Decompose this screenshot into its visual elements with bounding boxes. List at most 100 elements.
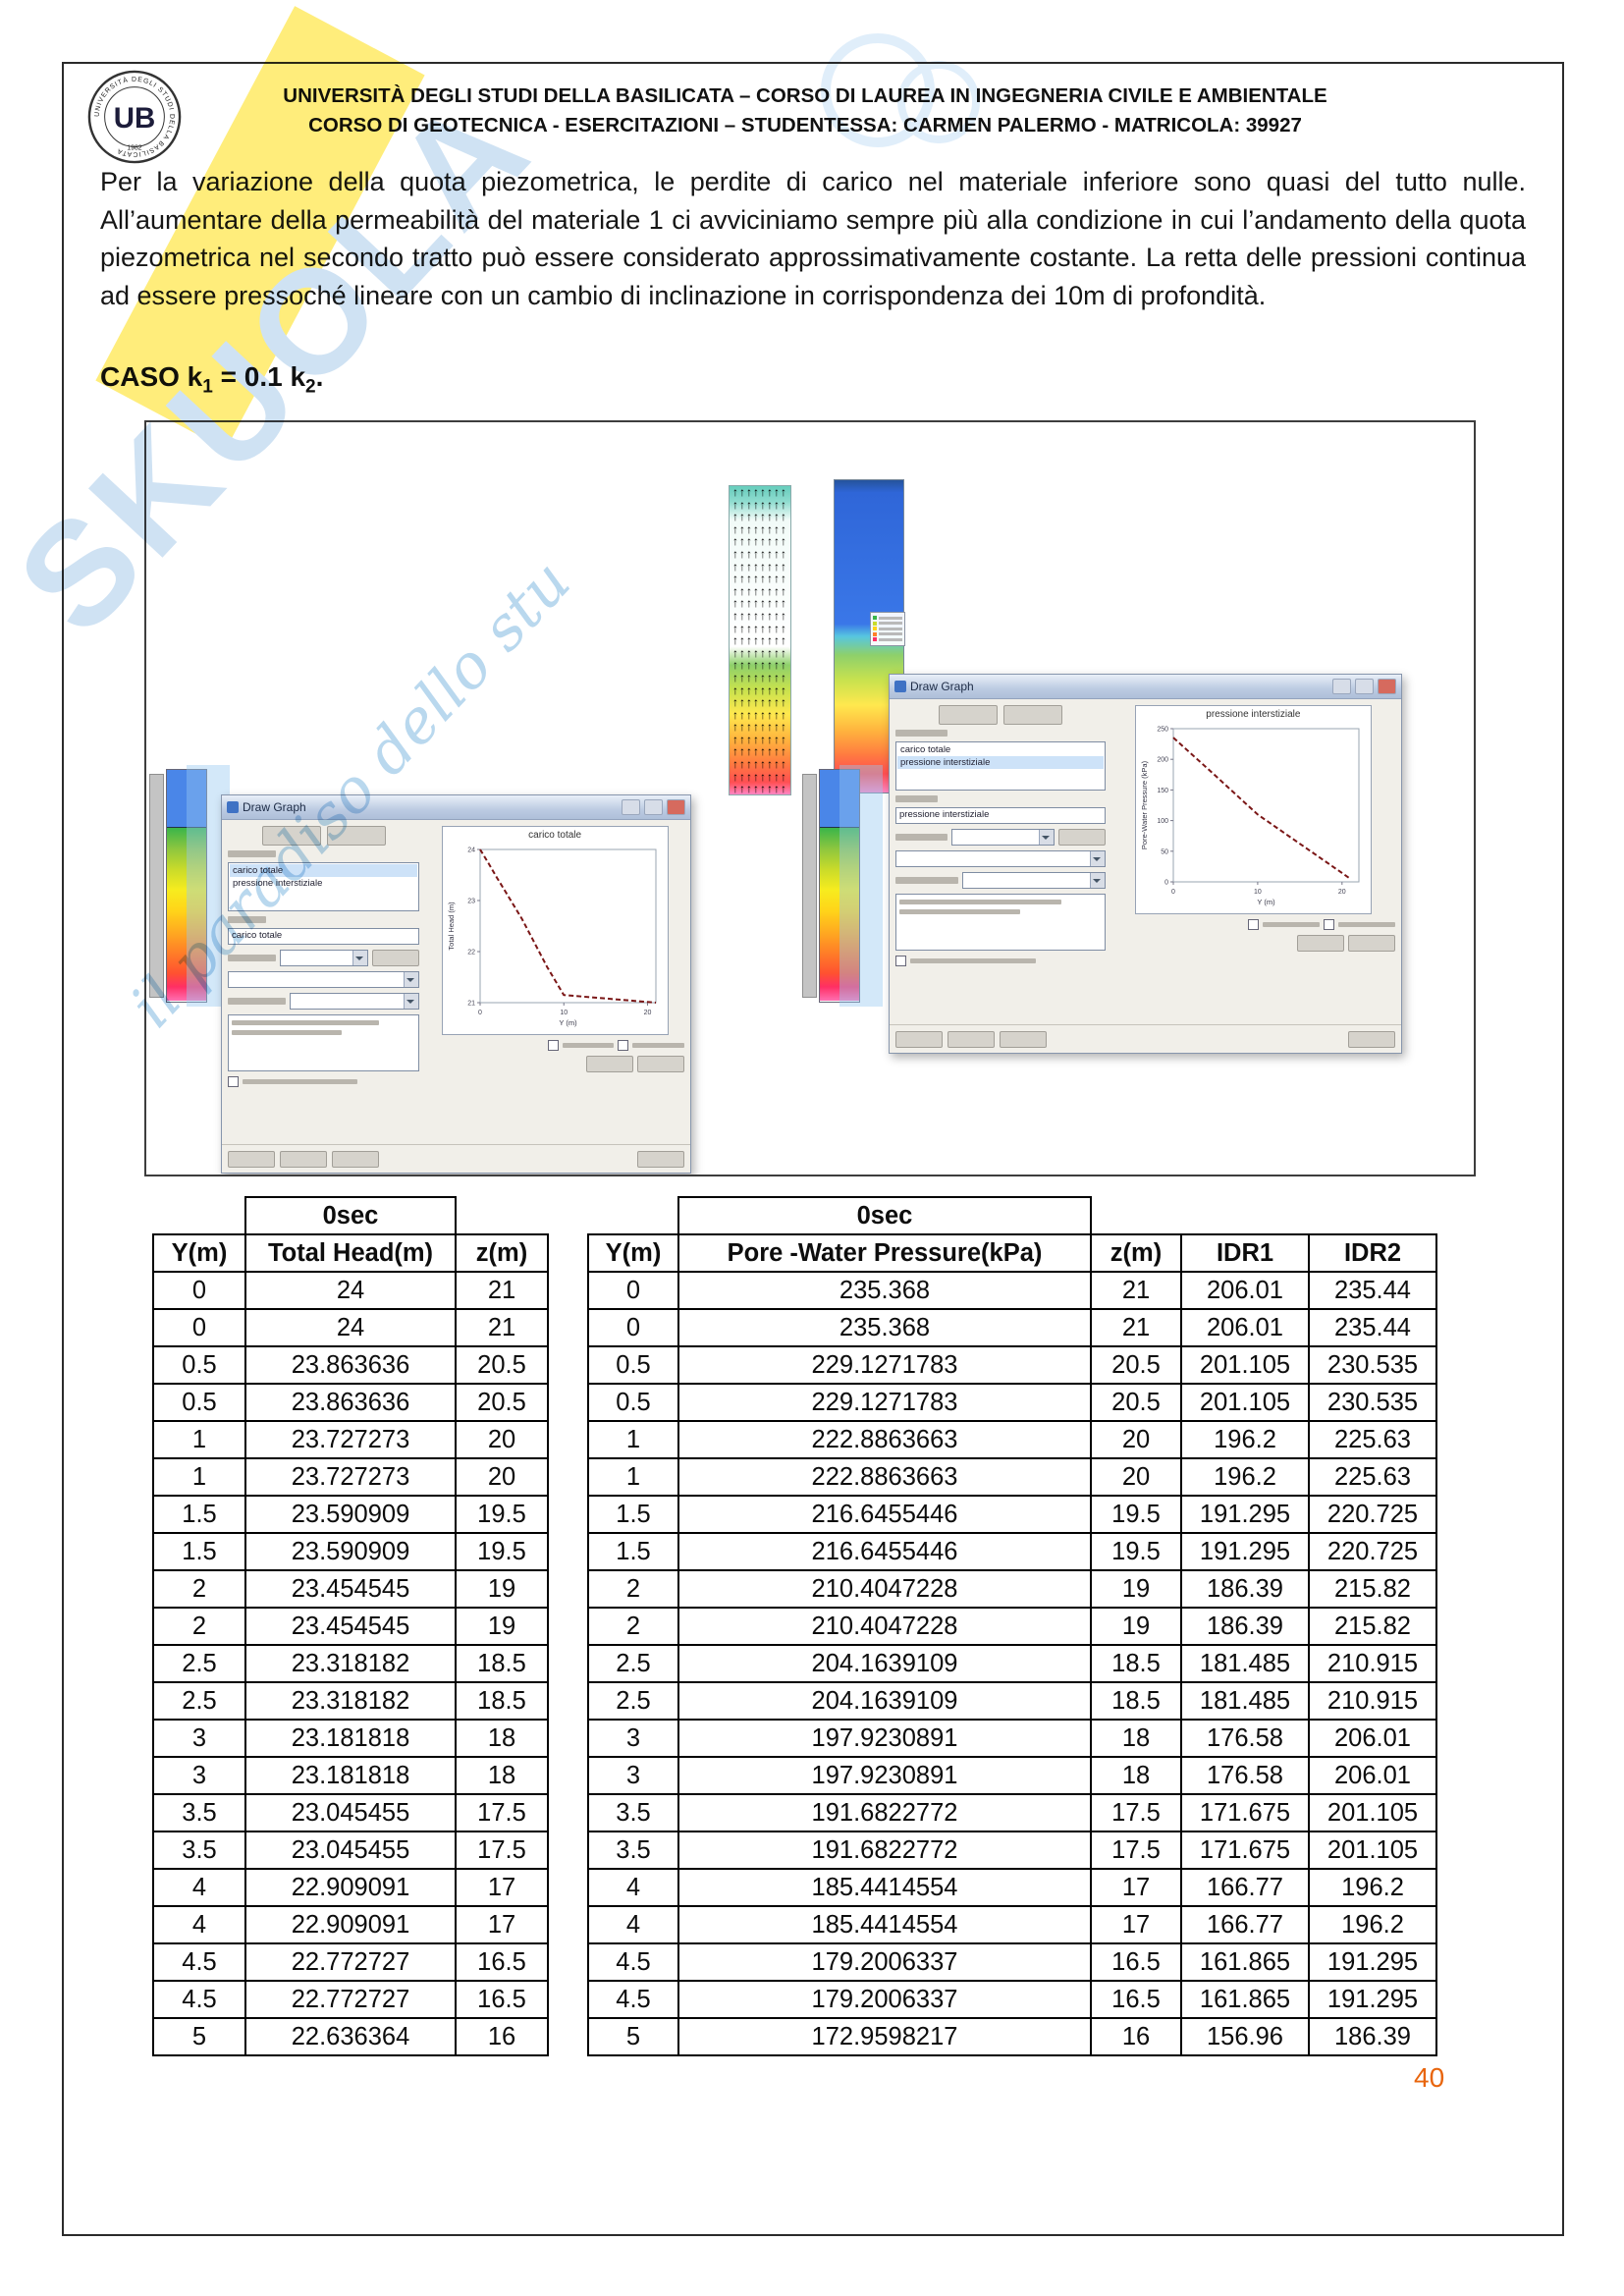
graph-name-field[interactable]: pressione interstiziale — [895, 807, 1106, 824]
table-cell: 2 — [152, 1569, 246, 1609]
table-row: 0.5 23.863636 20.5 — [152, 1383, 549, 1422]
table-cell: 2 — [587, 1569, 679, 1609]
table-cell: 210.4047228 — [677, 1607, 1092, 1646]
more-button[interactable] — [1348, 935, 1395, 952]
refresh-button[interactable] — [1297, 935, 1344, 952]
undo-button[interactable] — [228, 1150, 275, 1168]
window-titlebar[interactable]: Draw Graph — [890, 675, 1401, 699]
window-titlebar[interactable]: Draw Graph — [222, 795, 690, 820]
auto-scale-checkbox[interactable] — [618, 1040, 629, 1051]
time-steps-select[interactable] — [962, 872, 1106, 889]
set-locations-button[interactable] — [372, 950, 420, 966]
steps-list[interactable] — [895, 894, 1106, 951]
add-button[interactable] — [938, 705, 998, 725]
data-from-select[interactable] — [951, 829, 1055, 846]
svg-text:250: 250 — [1157, 727, 1168, 734]
svg-text:20: 20 — [643, 1010, 651, 1016]
empty-cell — [1181, 1197, 1309, 1234]
table-cell: 196.2 — [1308, 1868, 1437, 1907]
minimize-button[interactable] — [1332, 679, 1351, 694]
help-button[interactable] — [332, 1150, 379, 1168]
help-button[interactable] — [1000, 1030, 1047, 1048]
draw-graph-window-total-head: Draw Graph carico totale pressione inter… — [221, 794, 691, 1174]
maximize-button[interactable] — [1355, 679, 1374, 694]
table-cell: 5 — [152, 2017, 246, 2056]
table-cell: 186.39 — [1308, 2017, 1437, 2056]
table-cell: 181.485 — [1180, 1644, 1310, 1683]
set-locations-button[interactable] — [1057, 829, 1106, 846]
heading-text: = 0.1 k — [212, 361, 306, 392]
minimize-button[interactable] — [622, 799, 640, 815]
table-cell: 222.8863663 — [677, 1457, 1092, 1497]
table-row: 4.5 179.2006337 16.5 161.865 191.295 — [587, 1980, 1437, 2019]
table-cell: 166.77 — [1180, 1905, 1310, 1944]
table-cell: 19 — [455, 1607, 549, 1646]
sum-values-checkbox[interactable] — [228, 1076, 239, 1087]
table-cell: 20 — [1090, 1420, 1182, 1459]
svg-text:200: 200 — [1157, 757, 1168, 764]
table-cell: 1.5 — [587, 1495, 679, 1534]
column-header: z(m) — [1090, 1233, 1182, 1273]
auto-scale-checkbox[interactable] — [1324, 919, 1335, 930]
list-item[interactable]: carico totale — [900, 744, 951, 755]
logo-monogram: UB — [114, 102, 155, 135]
maximize-button[interactable] — [644, 799, 663, 815]
svg-text:23: 23 — [467, 899, 475, 905]
table-row: 1.5 216.6455446 19.5 191.295 220.725 — [587, 1495, 1437, 1534]
page-border — [62, 62, 1564, 2236]
redo-button[interactable] — [280, 1150, 327, 1168]
table-row: 4 185.4414554 17 166.77 196.2 — [587, 1868, 1437, 1907]
close-icon[interactable] — [667, 799, 685, 815]
graph-list[interactable]: carico totale pressione interstiziale — [895, 741, 1106, 791]
data-from-select[interactable] — [279, 950, 369, 966]
time-steps-select[interactable] — [289, 993, 420, 1010]
svg-text:0: 0 — [1171, 889, 1175, 896]
table-cell: 0 — [152, 1271, 246, 1310]
delete-button[interactable] — [326, 826, 386, 846]
sum-values-checkbox[interactable] — [895, 956, 906, 966]
table-cell: 20 — [455, 1420, 549, 1459]
table-cell: 17 — [1090, 1905, 1182, 1944]
table-row: 4 185.4414554 17 166.77 196.2 — [587, 1905, 1437, 1944]
table-row: 5 172.9598217 16 156.96 186.39 — [587, 2017, 1437, 2056]
list-item[interactable]: pressione interstiziale — [233, 878, 323, 889]
table-cell: 21 — [455, 1271, 549, 1310]
table-cell: 16.5 — [1090, 1980, 1182, 2019]
refresh-button[interactable] — [586, 1056, 633, 1072]
table-cell: 23.590909 — [244, 1495, 457, 1534]
column-header: z(m) — [455, 1233, 549, 1273]
undo-button[interactable] — [895, 1030, 943, 1048]
add-button[interactable] — [261, 826, 321, 846]
redo-button[interactable] — [947, 1030, 995, 1048]
close-icon[interactable] — [1378, 679, 1396, 694]
delete-button[interactable] — [1002, 705, 1062, 725]
data-from-label — [895, 834, 948, 841]
table-cell: 210.4047228 — [677, 1569, 1092, 1609]
graph-type-select[interactable] — [228, 971, 420, 988]
close-button[interactable] — [637, 1150, 684, 1168]
table-row: 1.5 23.590909 19.5 — [152, 1532, 549, 1571]
list-item[interactable]: pressione interstiziale — [897, 756, 1104, 769]
steps-list[interactable] — [228, 1014, 420, 1071]
graph-name-field[interactable]: carico totale — [228, 928, 420, 945]
table-cell: 225.63 — [1308, 1420, 1437, 1459]
pore-pressure-table: 0sec Y(m) Pore -Water Pressure(kPa) z(m)… — [587, 1196, 1437, 2056]
table-cell: 230.535 — [1308, 1345, 1437, 1385]
field-label — [228, 916, 267, 923]
table-row: 4 22.909091 17 — [152, 1905, 549, 1944]
list-item[interactable]: carico totale — [230, 864, 418, 877]
table-cell: 18.5 — [455, 1644, 549, 1683]
table-cell: 2 — [587, 1607, 679, 1646]
auto-refresh-checkbox[interactable] — [1248, 919, 1260, 930]
window-icon — [894, 681, 906, 692]
auto-refresh-checkbox[interactable] — [547, 1040, 559, 1051]
table-row: 1.5 23.590909 19.5 — [152, 1495, 549, 1534]
svg-text:Total Head (m): Total Head (m) — [447, 902, 456, 951]
heading-text: CASO k — [100, 361, 203, 392]
close-button[interactable] — [1348, 1030, 1395, 1048]
graph-type-select[interactable] — [895, 850, 1106, 867]
header-line1: UNIVERSITÀ DEGLI STUDI DELLA BASILICATA … — [283, 84, 1327, 107]
graph-list[interactable]: carico totale pressione interstiziale — [228, 862, 420, 911]
more-button[interactable] — [637, 1056, 684, 1072]
table-cell: 23.181818 — [244, 1756, 457, 1795]
